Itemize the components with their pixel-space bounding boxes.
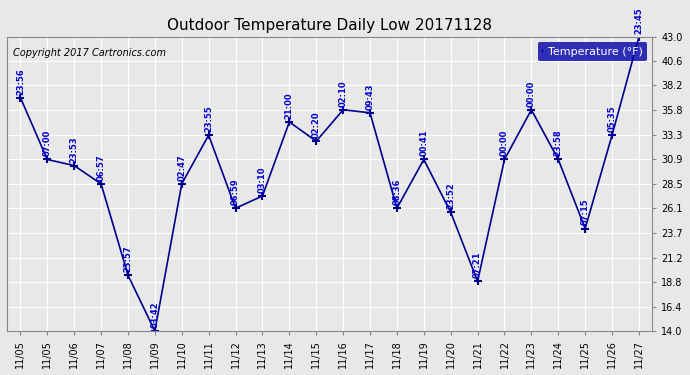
Text: 06:59: 06:59 — [231, 178, 240, 205]
Text: 00:41: 00:41 — [420, 130, 428, 156]
Text: 09:43: 09:43 — [366, 83, 375, 110]
Text: 03:42: 03:42 — [150, 302, 159, 328]
Text: 08:36: 08:36 — [393, 178, 402, 205]
Text: 21:00: 21:00 — [285, 92, 294, 119]
Legend: Temperature (°F): Temperature (°F) — [538, 42, 647, 61]
Text: 07:21: 07:21 — [473, 252, 482, 278]
Text: 23:45: 23:45 — [635, 7, 644, 34]
Text: 23:56: 23:56 — [16, 68, 25, 94]
Text: 02:10: 02:10 — [339, 80, 348, 107]
Text: 07:15: 07:15 — [581, 199, 590, 225]
Text: 06:57: 06:57 — [97, 154, 106, 181]
Text: 23:55: 23:55 — [204, 105, 213, 132]
Text: 23:58: 23:58 — [554, 130, 563, 156]
Text: 02:47: 02:47 — [177, 154, 186, 181]
Text: 03:10: 03:10 — [258, 166, 267, 193]
Text: 07:00: 07:00 — [43, 130, 52, 156]
Title: Outdoor Temperature Daily Low 20171128: Outdoor Temperature Daily Low 20171128 — [167, 18, 492, 33]
Text: 23:52: 23:52 — [446, 183, 455, 209]
Text: 00:00: 00:00 — [527, 80, 536, 107]
Text: 00:00: 00:00 — [500, 130, 509, 156]
Text: 23:53: 23:53 — [70, 136, 79, 162]
Text: 02:20: 02:20 — [312, 111, 321, 138]
Text: 23:57: 23:57 — [124, 246, 132, 272]
Text: Copyright 2017 Cartronics.com: Copyright 2017 Cartronics.com — [13, 48, 166, 58]
Text: 05:35: 05:35 — [608, 105, 617, 132]
